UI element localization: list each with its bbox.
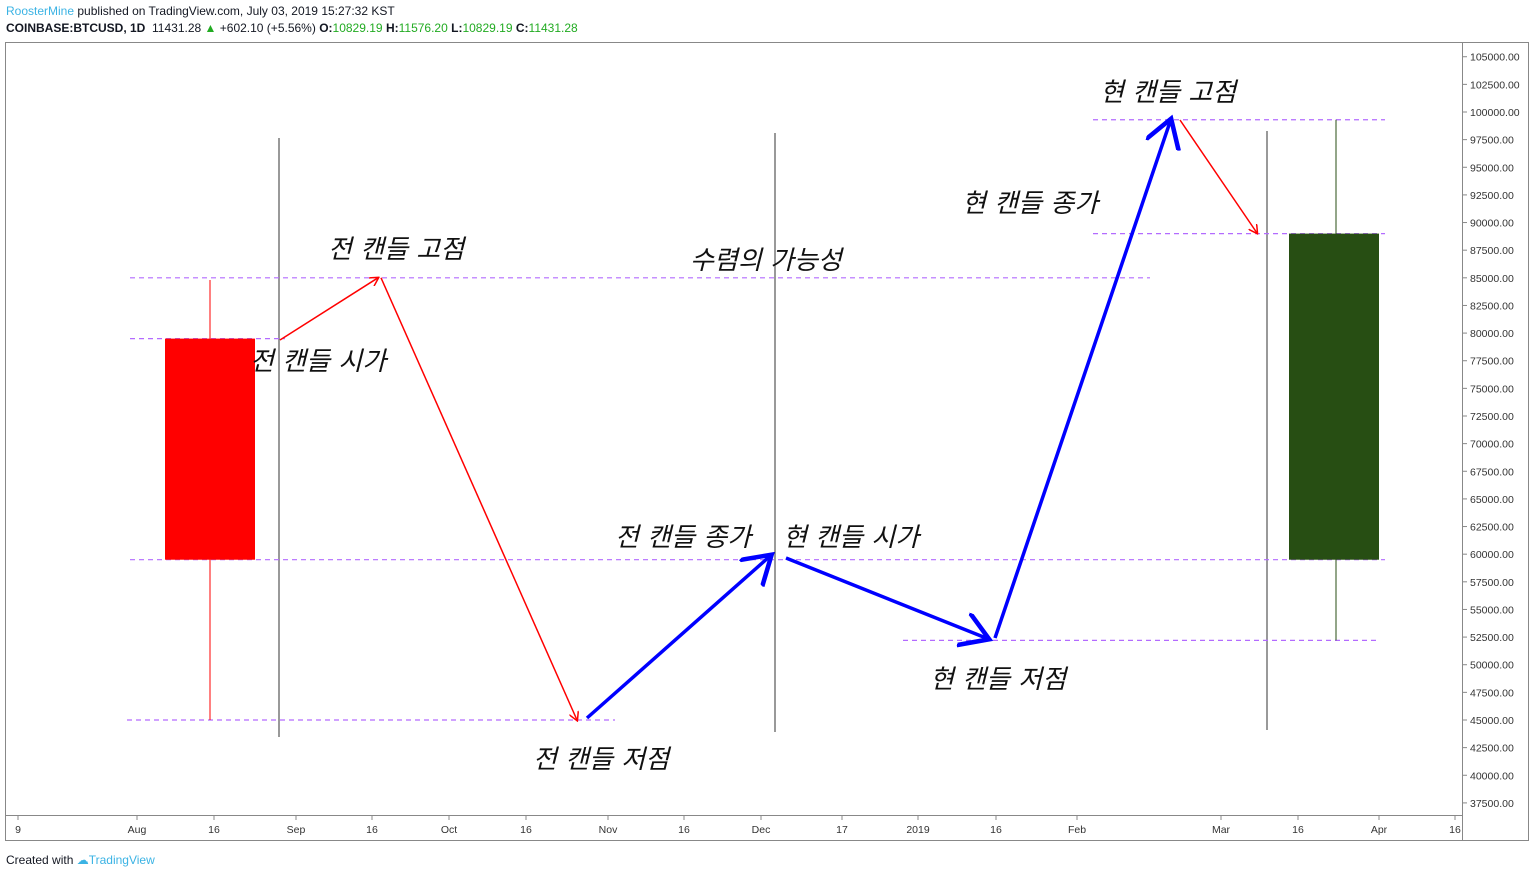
close-value: 11431.28 [528,21,578,35]
price-axis[interactable]: 105000.00 102500.00 100000.00 97500.00 95000… [1462,52,1520,810]
x-tick-label: 17 [836,824,848,836]
x-tick-label: 9 [15,824,21,836]
x-tick-label: 2019 [906,824,930,836]
y-tick-label: 102500.00 [1470,79,1520,91]
y-tick-label: 50000.00 [1470,660,1514,672]
y-tick-label: 100000.00 [1470,107,1520,119]
publish-text: published on TradingView.com, July 03, 2… [77,4,395,18]
candle-body [165,338,255,560]
x-tick-label: 16 [208,824,220,836]
y-tick-label: 72500.00 [1470,411,1514,423]
red-arrow [1179,119,1257,233]
annotation: 전 캔들 저점 [533,745,672,775]
y-tick-label: 95000.00 [1470,162,1514,174]
up-triangle-icon: ▲ [204,21,217,35]
h-label: H: [385,21,399,35]
tradingview-logo-icon: ☁ [76,853,89,867]
symbol: COINBASE:BTCUSD, 1D [6,21,146,35]
y-tick-label: 97500.00 [1470,135,1514,147]
y-tick-label: 70000.00 [1470,439,1514,451]
annotation: 현 캔들 저점 [930,665,1069,695]
annotations: 전 캔들 고점 전 캔들 시가 수렴의 가능성 전 캔들 종가 현 캔들 시가 … [250,78,1239,775]
x-tick-label: 16 [678,824,690,836]
y-tick-label: 42500.00 [1470,743,1514,755]
last-price: 11431.28 [152,21,202,35]
annotation: 수렴의 가능성 [690,246,845,276]
y-tick-label: 80000.00 [1470,328,1514,340]
created-with: Created with [6,853,74,867]
x-tick-label: 16 [366,824,378,836]
o-label: O: [319,21,333,35]
blue-arrow [585,557,769,720]
y-tick-label: 65000.00 [1470,494,1514,506]
red-arrow [380,277,577,720]
change: +602.10 (+5.56%) [219,21,316,35]
x-tick-label: Mar [1212,824,1231,836]
annotation: 현 캔들 종가 [962,189,1101,219]
drawings [127,120,1385,737]
x-tick-label: 16 [1449,824,1461,836]
red-arrow [279,278,378,341]
y-tick-label: 60000.00 [1470,549,1514,561]
x-tick-label: Nov [599,824,618,836]
x-tick-label: Oct [441,824,457,836]
x-tick-label: Dec [752,824,771,836]
y-tick-label: 87500.00 [1470,245,1514,257]
y-tick-label: 45000.00 [1470,715,1514,727]
y-tick-label: 40000.00 [1470,770,1514,782]
y-tick-label: 85000.00 [1470,273,1514,285]
tradingview-link[interactable]: TradingView [88,853,155,867]
publish-info: RoosterMine published on TradingView.com… [6,4,395,18]
annotation: 전 캔들 종가 [615,523,754,553]
y-tick-label: 90000.00 [1470,218,1514,230]
y-tick-label: 52500.00 [1470,632,1514,644]
blue-arrow [785,556,986,638]
y-tick-label: 57500.00 [1470,577,1514,589]
y-tick-label: 55000.00 [1470,604,1514,616]
low-value: 10829.19 [462,21,513,35]
annotation: 전 캔들 고점 [328,235,467,265]
symbol-info: COINBASE:BTCUSD, 1D 11431.28 ▲ +602.10 (… [6,21,578,35]
l-label: L: [451,21,463,35]
time-axis[interactable]: 9 Aug 16 Sep 16 Oct 16 Nov 16 Dec 17 2019 16 Feb Mar 16… [15,815,1461,836]
y-tick-label: 75000.00 [1470,383,1514,395]
annotation: 현 캔들 고점 [1100,78,1239,108]
y-tick-label: 67500.00 [1470,466,1514,478]
chart-frame [5,42,1529,841]
x-tick-label: Sep [287,824,306,836]
open-value: 10829.19 [332,21,383,35]
x-tick-label: 16 [990,824,1002,836]
author-link[interactable]: RoosterMine [6,4,75,18]
x-tick-label: 16 [1292,824,1304,836]
c-label: C: [515,21,529,35]
y-tick-label: 105000.00 [1470,52,1520,64]
x-tick-label: Aug [128,824,147,836]
y-tick-label: 37500.00 [1470,798,1514,810]
candle-body [1289,233,1379,560]
blue-arrow [993,122,1170,639]
x-tick-label: 16 [520,824,532,836]
annotation: 전 캔들 시가 [250,347,389,377]
y-tick-label: 92500.00 [1470,190,1514,202]
footer: Created with ☁TradingView [6,853,155,867]
y-tick-label: 47500.00 [1470,687,1514,699]
x-tick-label: Feb [1068,824,1086,836]
annotation: 현 캔들 시가 [783,523,922,553]
high-value: 11576.20 [398,21,448,35]
y-tick-label: 77500.00 [1470,356,1514,368]
y-tick-label: 62500.00 [1470,522,1514,534]
y-tick-label: 82500.00 [1470,300,1514,312]
x-tick-label: Apr [1371,824,1388,836]
